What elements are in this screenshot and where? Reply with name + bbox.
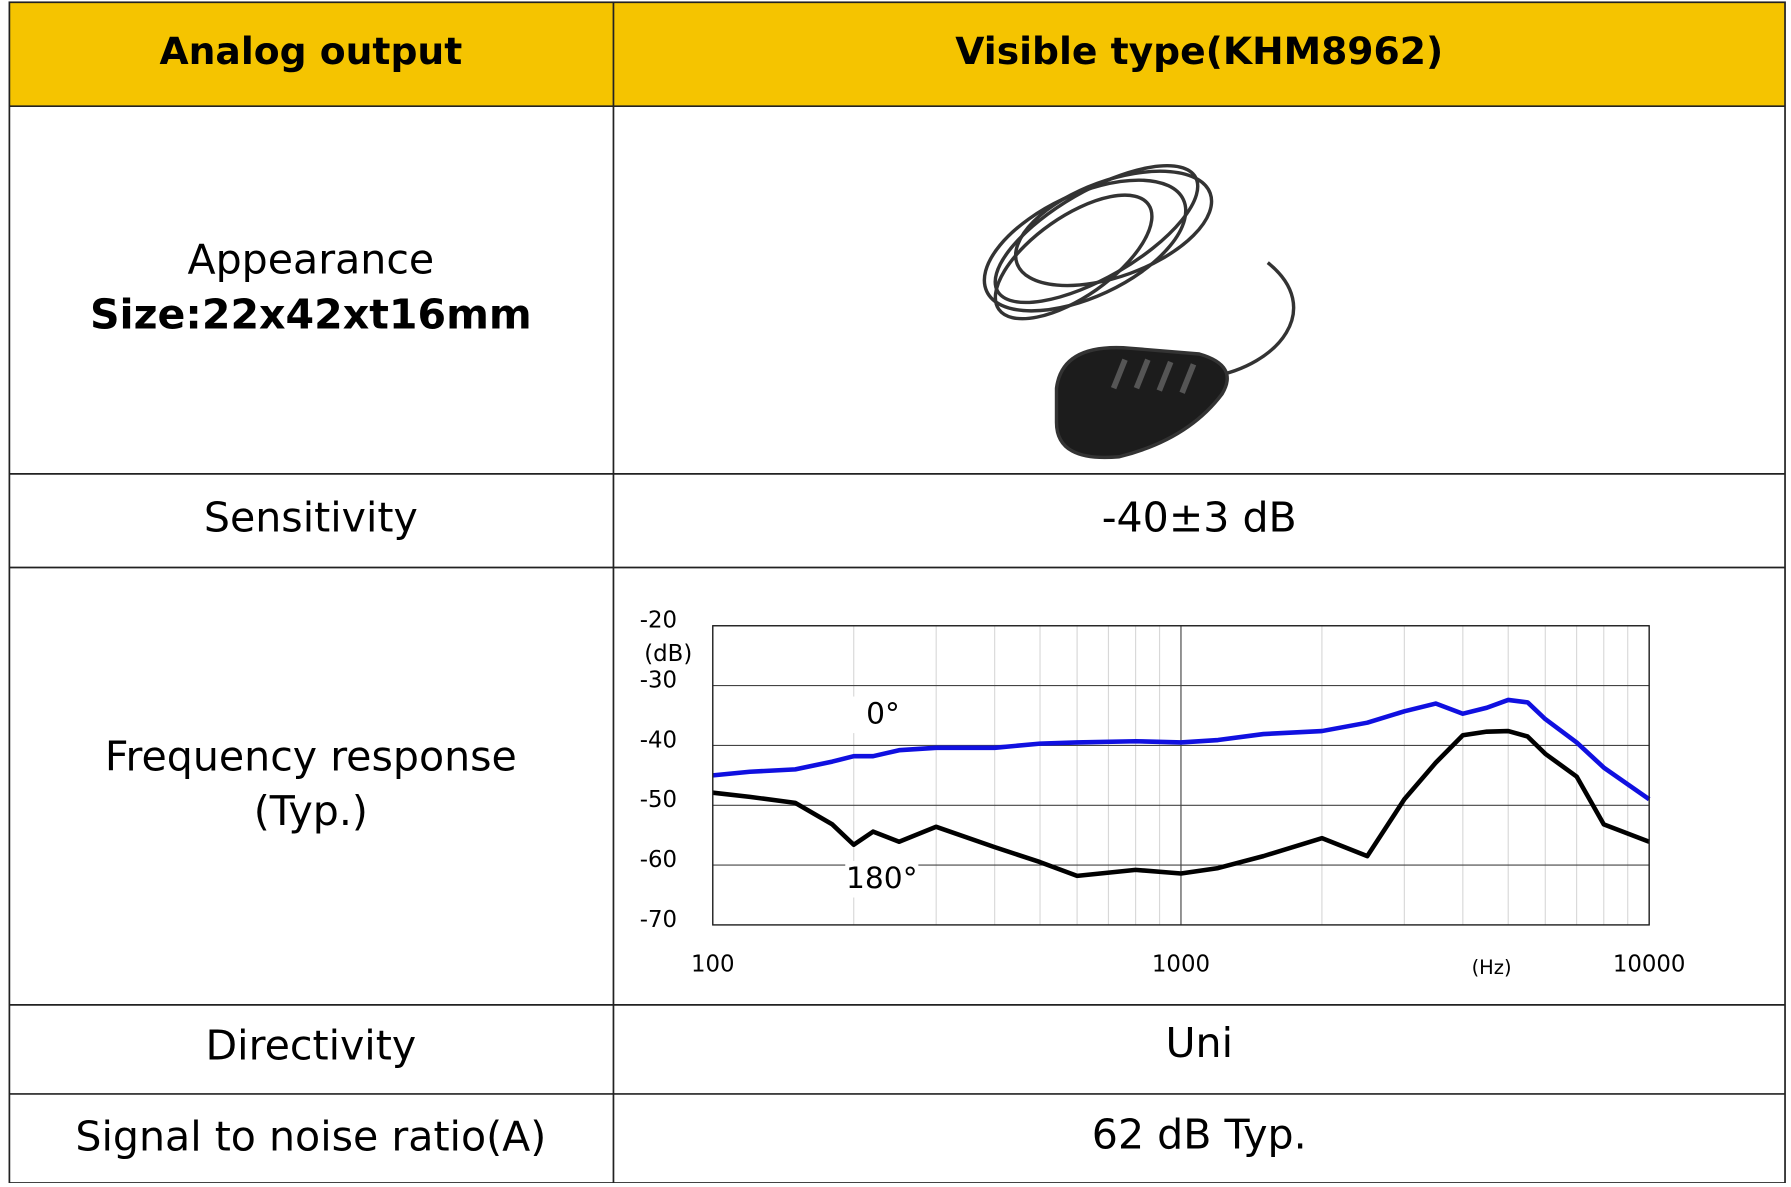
row-label: Sensitivity <box>204 494 418 542</box>
row-label: Appearance <box>187 236 434 284</box>
x-tick-label: 10000 <box>1613 951 1686 977</box>
y-tick-label: -70 <box>640 907 677 933</box>
y-tick-label: -60 <box>640 847 677 873</box>
row-sublabel: Size:22x42xt16mm <box>90 290 532 338</box>
y-tick-label: -50 <box>640 787 677 813</box>
y-unit: (dB) <box>644 641 692 667</box>
x-tick-label: 1000 <box>1152 951 1210 977</box>
frequency-chart: -20 -30 -40 -50 -60 -70 100 1000 10000 (dB) (Hz) 0°… <box>640 608 1686 979</box>
table-borders <box>9 2 1785 1183</box>
y-tick-label: -20 <box>640 608 677 634</box>
product-photo <box>965 139 1294 457</box>
x-tick-label: 100 <box>691 951 735 977</box>
spec-table: Analog output Visible type(KHM8962) Appe… <box>0 0 1791 1183</box>
row-label: Directivity <box>206 1021 417 1069</box>
page: {"table": {"header": ["Analog output", "… <box>0 0 1791 1183</box>
header-cell: Visible type(KHM8962) <box>955 29 1443 73</box>
row-sublabel: (Typ.) <box>254 787 368 835</box>
series-label: 0° <box>866 695 900 730</box>
series-label: 180° <box>846 860 917 895</box>
header-cell: Analog output <box>159 29 462 73</box>
row-label: Signal to noise ratio(A) <box>75 1113 546 1161</box>
row-value: Uni <box>1165 1019 1233 1067</box>
row-label: Frequency response <box>105 732 517 780</box>
row-value: 62 dB Typ. <box>1092 1110 1307 1158</box>
x-unit: (Hz) <box>1472 956 1512 979</box>
row-value: -40±3 dB <box>1102 494 1297 542</box>
y-tick-label: -30 <box>640 668 677 694</box>
y-tick-label: -40 <box>640 727 677 753</box>
